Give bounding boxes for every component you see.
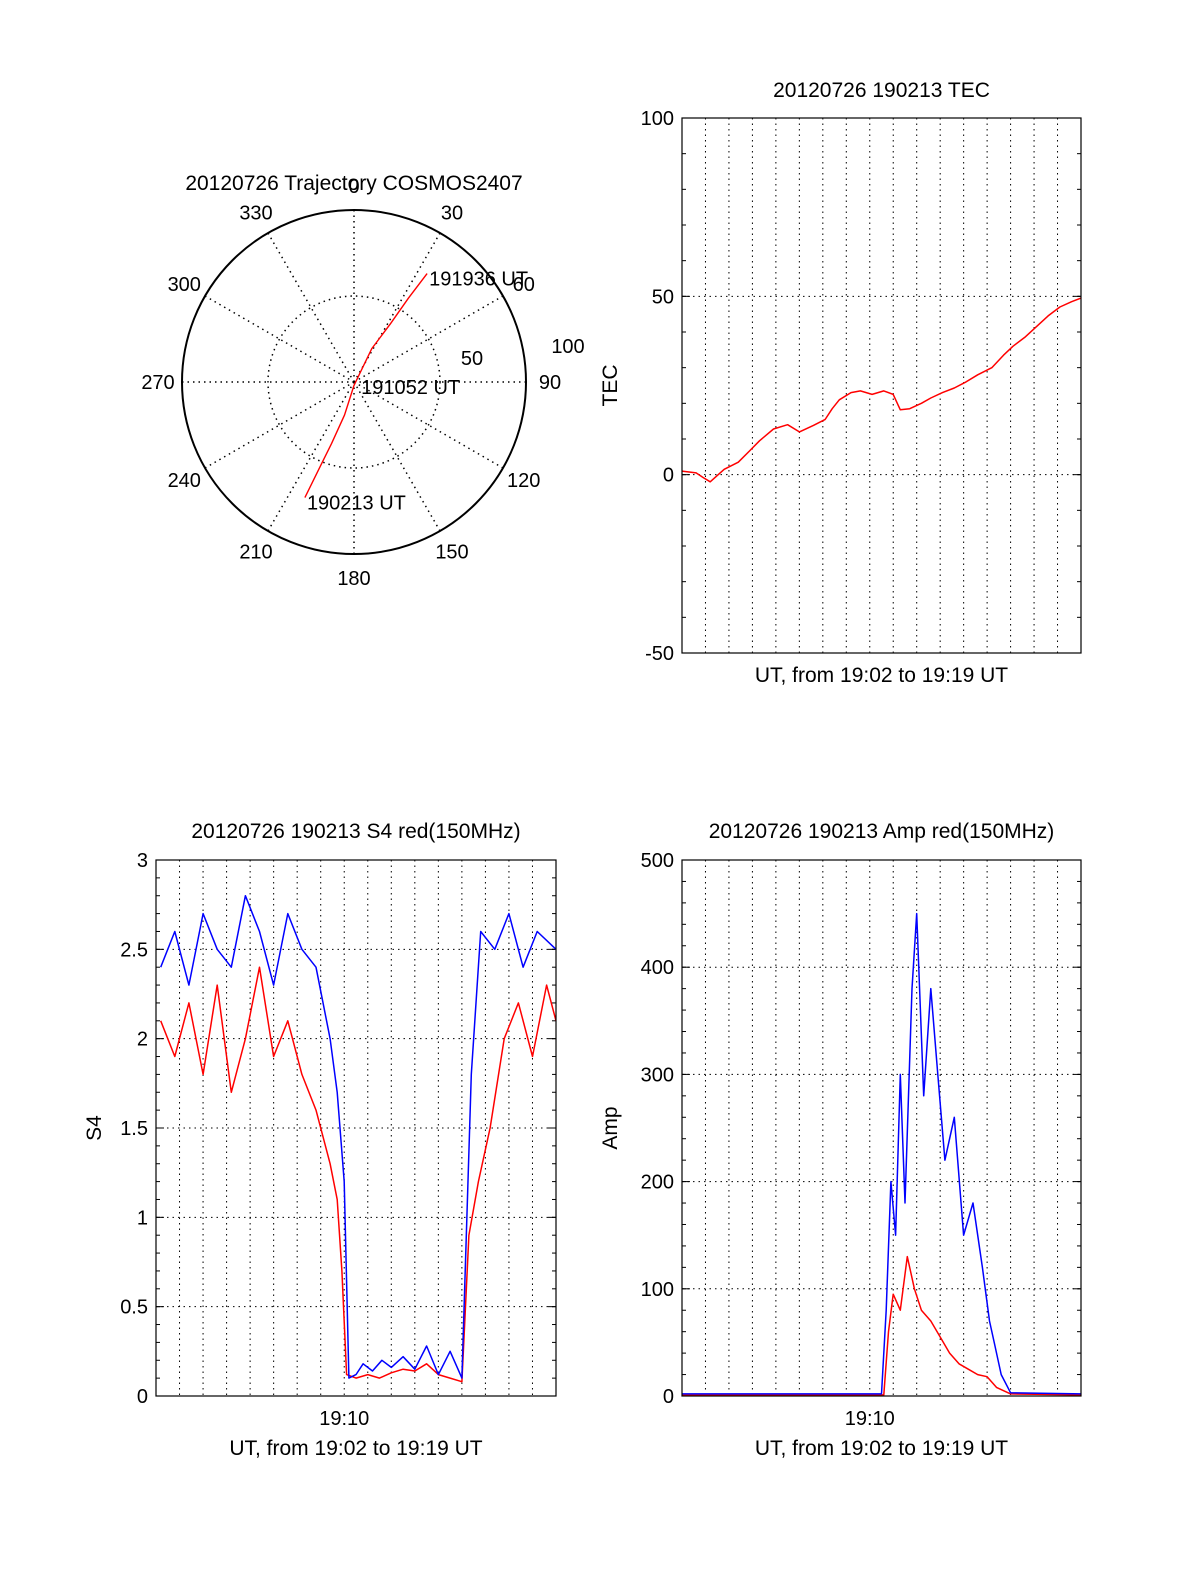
- azimuth-tick-label: 270: [141, 372, 174, 394]
- chart-title: 20120726 190213 S4 red(150MHz): [191, 820, 520, 843]
- polar-spoke: [353, 295, 504, 383]
- plot-frame: [681, 859, 1082, 1397]
- red-series-line: [682, 1255, 1081, 1396]
- time-annotation: 191052 UT: [361, 377, 460, 399]
- red-series-line: [160, 966, 556, 1383]
- y-tick-label: 2: [137, 1029, 148, 1051]
- y-tick-label: 0.5: [120, 1297, 148, 1319]
- tec-chart: 20120726 190213 TEC -50 0 50 100 UT, from 19:…: [599, 79, 1082, 687]
- y-tick-label: 3: [137, 850, 148, 872]
- polar-grid-circle: [267, 295, 441, 469]
- plot-frame: [681, 117, 1082, 654]
- azimuth-tick-label: 180: [337, 568, 370, 590]
- radius-tick-label: 100: [551, 336, 584, 358]
- azimuth-tick-label: 60: [513, 274, 535, 296]
- y-axis-label: TEC: [599, 365, 622, 407]
- radius-tick-label: 50: [461, 348, 483, 370]
- y-tick-label: 1: [137, 1207, 148, 1229]
- y-tick-label: 400: [641, 957, 674, 979]
- azimuth-tick-label: 150: [435, 542, 468, 564]
- y-tick-label: 300: [641, 1064, 674, 1086]
- azimuth-tick-label: 210: [239, 542, 272, 564]
- x-axis-label: UT, from 19:02 to 19:19 UT: [229, 1437, 482, 1460]
- azimuth-tick-label: 0: [348, 176, 359, 198]
- y-tick-label: 100: [641, 108, 674, 130]
- chart-title: 20120726 190213 Amp red(150MHz): [709, 820, 1055, 843]
- y-axis-label: S4: [83, 1115, 106, 1141]
- y-tick-label: 0: [663, 1386, 674, 1408]
- y-tick-label: 1.5: [120, 1118, 148, 1140]
- trajectory-line: [304, 273, 428, 498]
- polar-spoke: [204, 295, 355, 383]
- y-tick-label: 50: [652, 286, 674, 308]
- y-tick-label: 500: [641, 850, 674, 872]
- y-tick-label: 2.5: [120, 939, 148, 961]
- y-tick-label: 100: [641, 1279, 674, 1301]
- plot-frame: [155, 859, 557, 1397]
- time-annotation: 190213 UT: [307, 493, 406, 515]
- azimuth-tick-label: 90: [539, 372, 561, 394]
- x-axis-label: UT, from 19:02 to 19:19 UT: [755, 1437, 1008, 1460]
- amp-chart: 20120726 190213 Amp red(150MHz) 0 100 200 30…: [599, 820, 1082, 1460]
- azimuth-tick-label: 120: [507, 470, 540, 492]
- x-tick-label: 19:10: [319, 1408, 369, 1430]
- y-tick-label: 200: [641, 1172, 674, 1194]
- polar-spoke: [267, 381, 355, 532]
- polar-spoke: [204, 381, 355, 469]
- blue-series-line: [682, 912, 1081, 1395]
- x-axis-label: UT, from 19:02 to 19:19 UT: [755, 664, 1008, 687]
- y-tick-label: 0: [663, 465, 674, 487]
- red-series-line: [682, 297, 1081, 483]
- polar-spoke: [267, 232, 355, 383]
- chart-title: 20120726 190213 TEC: [773, 79, 990, 102]
- polar-spoke: [353, 381, 504, 469]
- y-tick-label: -50: [645, 643, 674, 665]
- chart-title: 20120726 Trajectory COSMOS2407: [185, 172, 522, 195]
- azimuth-tick-label: 300: [168, 274, 201, 296]
- blue-series-line: [160, 894, 556, 1379]
- polar-spoke: [353, 381, 441, 532]
- y-tick-label: 0: [137, 1386, 148, 1408]
- time-annotation: 191936 UT: [429, 269, 528, 291]
- azimuth-tick-label: 240: [168, 470, 201, 492]
- x-tick-label: 19:10: [845, 1408, 895, 1430]
- azimuth-tick-label: 30: [441, 202, 463, 224]
- s4-chart: 20120726 190213 S4 red(150MHz) 0 0.5 1 1.5 2 2…: [83, 820, 557, 1460]
- y-axis-label: Amp: [599, 1106, 622, 1149]
- azimuth-tick-label: 330: [239, 202, 272, 224]
